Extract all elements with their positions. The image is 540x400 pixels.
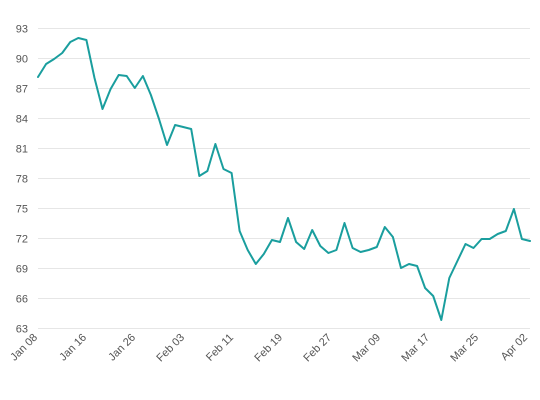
y-tick-label: 78 (16, 174, 28, 186)
x-tick-label: Feb 03 (154, 332, 187, 365)
x-tick-label: Jan 08 (8, 332, 40, 364)
x-tick-label: Mar 25 (448, 332, 481, 365)
x-tick-label: Feb 27 (301, 332, 334, 365)
y-tick-label: 63 (16, 324, 28, 336)
x-tick-label: Feb 11 (204, 332, 236, 364)
y-tick-label: 81 (16, 144, 28, 156)
y-tick-label: 90 (16, 54, 28, 66)
y-tick-label: 66 (16, 294, 28, 306)
y-tick-label: 75 (16, 204, 28, 216)
y-axis-labels: 93 90 87 84 81 78 75 72 69 66 63 (16, 24, 28, 336)
x-tick-label: Apr 02 (499, 332, 530, 363)
gridlines (38, 28, 530, 329)
y-tick-label: 87 (16, 84, 28, 96)
x-tick-label: Jan 16 (57, 332, 89, 364)
x-axis-labels: Jan 08 Jan 16 Jan 26 Feb 03 Feb 11 Feb 19 Feb … (8, 332, 530, 365)
y-tick-label: 84 (16, 114, 28, 126)
y-tick-label: 93 (16, 24, 28, 36)
x-tick-label: Mar 17 (399, 332, 432, 365)
x-tick-label: Mar 09 (350, 332, 383, 365)
y-tick-label: 72 (16, 234, 28, 246)
series-line (37, 37, 531, 321)
y-tick-label: 69 (16, 264, 28, 276)
x-tick-label: Jan 26 (106, 332, 138, 364)
x-tick-label: Feb 19 (252, 332, 285, 365)
